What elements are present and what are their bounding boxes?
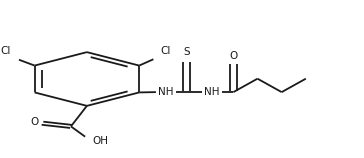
Text: O: O: [229, 51, 237, 61]
Text: O: O: [31, 117, 39, 128]
Text: NH: NH: [204, 87, 220, 97]
Text: OH: OH: [92, 136, 108, 146]
Text: NH: NH: [158, 87, 174, 97]
Text: Cl: Cl: [161, 46, 171, 56]
Text: S: S: [183, 47, 190, 57]
Text: Cl: Cl: [0, 46, 11, 56]
